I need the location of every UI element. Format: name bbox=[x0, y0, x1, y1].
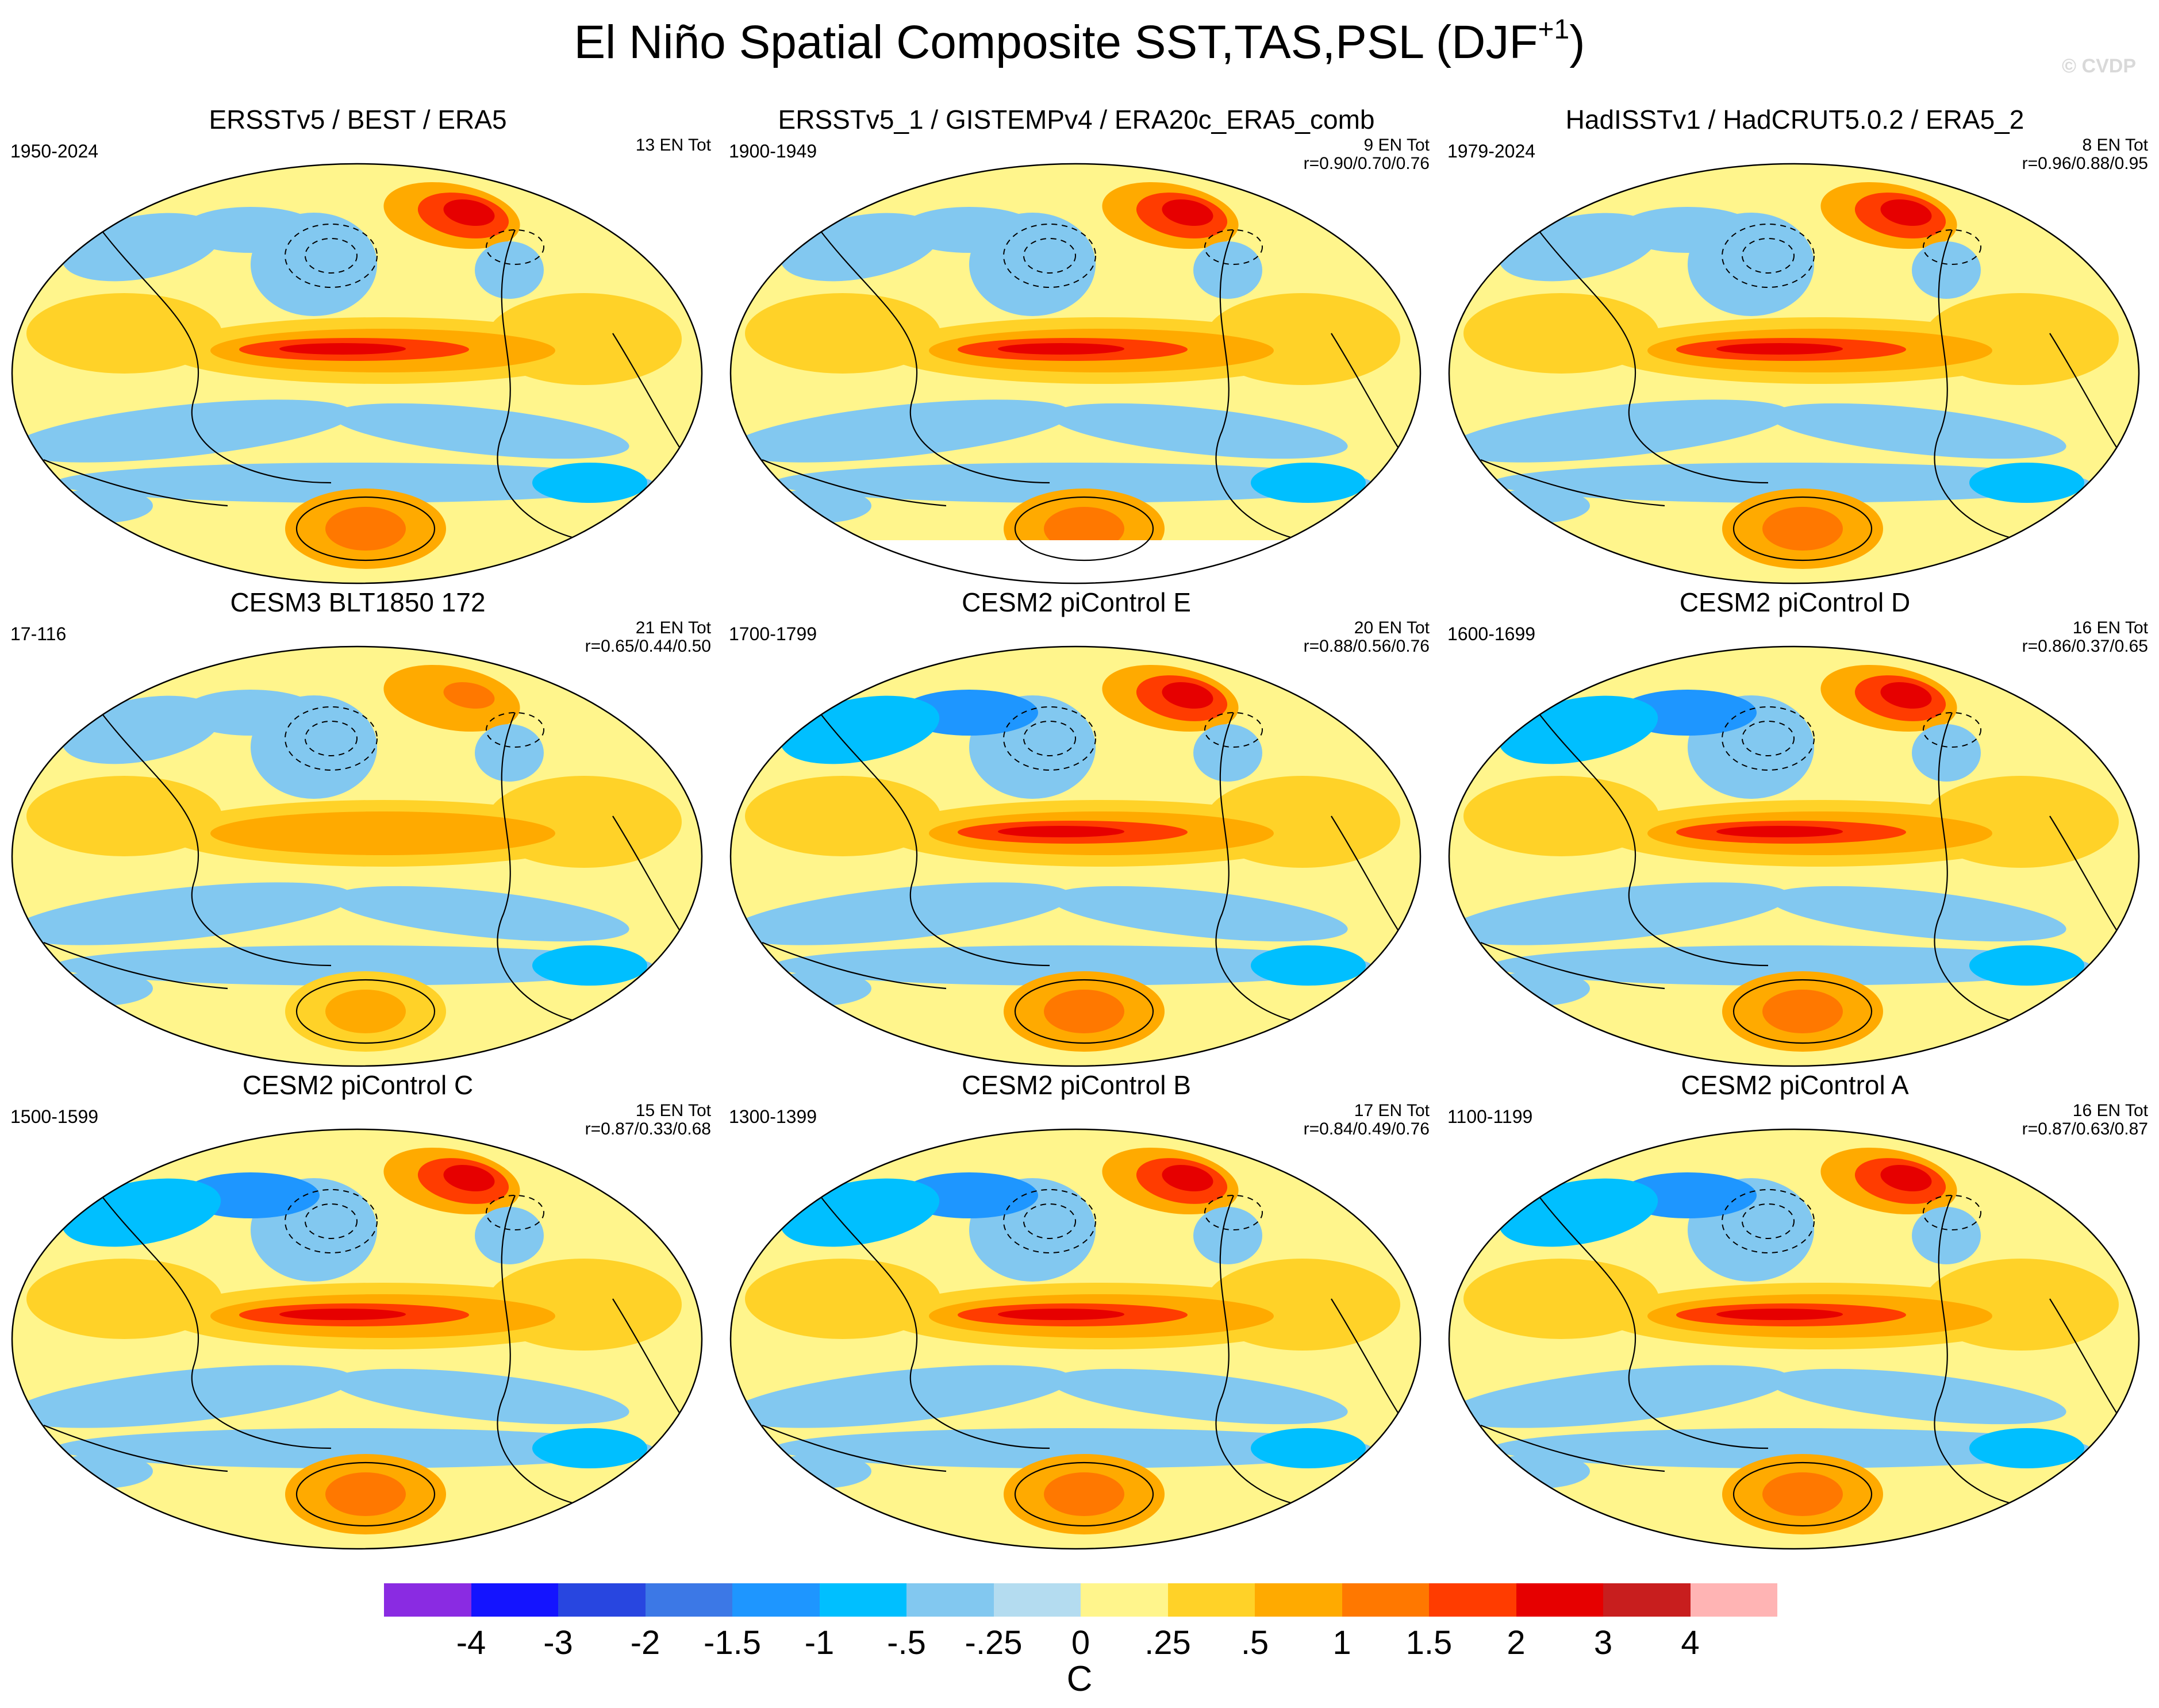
colorbar-swatch bbox=[1690, 1583, 1777, 1617]
event-count: 9 EN Tot bbox=[1363, 136, 1430, 155]
pattern-correlation: r=0.84/0.49/0.76 bbox=[1303, 1119, 1430, 1138]
colorbar-swatch bbox=[558, 1583, 646, 1617]
colorbar-tick-label: .5 bbox=[1240, 1624, 1269, 1661]
panel-stats: 17 EN Tot r=0.84/0.49/0.76 bbox=[1304, 1102, 1430, 1138]
map-panel: CESM2 piControl D 1600-1699 16 EN Tot r=0.8… bbox=[1437, 589, 2153, 1072]
panel-title: CESM3 BLT1850 172 bbox=[230, 587, 486, 617]
world-map bbox=[1448, 645, 2140, 1067]
panel-title: CESM2 piControl B bbox=[962, 1070, 1191, 1100]
panel-title: CESM2 piControl C bbox=[242, 1070, 474, 1100]
panel-years: 1100-1199 bbox=[1447, 1106, 1533, 1127]
colorbar-swatch bbox=[1342, 1583, 1429, 1617]
colorbar-swatch bbox=[471, 1583, 558, 1617]
pattern-correlation: r=0.87/0.63/0.87 bbox=[2022, 1119, 2148, 1138]
world-map bbox=[11, 163, 703, 584]
panel-stats: 9 EN Tot r=0.90/0.70/0.76 bbox=[1304, 136, 1430, 172]
map-panel: CESM2 piControl B 1300-1399 17 EN Tot r=0.8… bbox=[719, 1072, 1434, 1555]
panel-years: 17-116 bbox=[10, 624, 67, 644]
colorbar-swatch bbox=[1516, 1583, 1603, 1617]
colorbar-tick-label: 0 bbox=[1071, 1624, 1090, 1661]
map-panel: HadISSTv1 / HadCRUT5.0.2 / ERA5_2 1979-20… bbox=[1437, 106, 2153, 589]
colorbar-tick-label: .25 bbox=[1144, 1624, 1191, 1661]
world-map bbox=[11, 645, 703, 1067]
panel-title: CESM2 piControl E bbox=[962, 587, 1191, 617]
world-map bbox=[1448, 1128, 2140, 1550]
colorbar-tick-label: -1 bbox=[804, 1624, 835, 1661]
map-panel: ERSSTv5 / BEST / ERA5 1950-2024 13 EN Tot bbox=[0, 106, 716, 589]
map-panel: ERSSTv5_1 / GISTEMPv4 / ERA20c_ERA5_comb… bbox=[719, 106, 1434, 589]
colorbar-tick-label: -4 bbox=[456, 1624, 486, 1661]
panel-stats: 13 EN Tot bbox=[636, 136, 711, 155]
colorbar-swatch bbox=[384, 1583, 471, 1617]
map-panel: CESM2 piControl A 1100-1199 16 EN Tot r=0.8… bbox=[1437, 1072, 2153, 1555]
panel-years: 1300-1399 bbox=[729, 1106, 817, 1127]
map-panel: CESM2 piControl E 1700-1799 20 EN Tot r=0.8… bbox=[719, 589, 1434, 1072]
panel-title: CESM2 piControl A bbox=[1681, 1070, 1909, 1100]
colorbar-swatch bbox=[906, 1583, 994, 1617]
panel-years: 1600-1699 bbox=[1447, 624, 1536, 644]
credit-watermark: © CVDP bbox=[2062, 55, 2136, 77]
event-count: 21 EN Tot bbox=[635, 618, 711, 637]
panel-title: ERSSTv5 / BEST / ERA5 bbox=[209, 105, 507, 134]
panel-years: 1900-1949 bbox=[729, 141, 817, 161]
event-count: 15 EN Tot bbox=[635, 1101, 711, 1120]
panel-stats: 15 EN Tot r=0.87/0.33/0.68 bbox=[585, 1102, 711, 1138]
panel-title: CESM2 piControl D bbox=[1679, 587, 1911, 617]
event-count: 13 EN Tot bbox=[635, 136, 711, 155]
colorbar-swatch bbox=[645, 1583, 732, 1617]
panel-stats: 21 EN Tot r=0.65/0.44/0.50 bbox=[585, 619, 711, 655]
panel-title: ERSSTv5_1 / GISTEMPv4 / ERA20c_ERA5_comb bbox=[778, 105, 1375, 134]
world-map bbox=[729, 1128, 1422, 1550]
panel-years: 1950-2024 bbox=[10, 141, 99, 161]
map-panel: CESM3 BLT1850 172 17-116 21 EN Tot r=0.65/0… bbox=[0, 589, 716, 1072]
figure-title: El Niño Spatial Composite SST,TAS,PSL (D… bbox=[574, 14, 1585, 68]
colorbar-tick-label: 1.5 bbox=[1405, 1624, 1453, 1661]
colorbar-tick-label: 4 bbox=[1681, 1624, 1700, 1661]
event-count: 8 EN Tot bbox=[2082, 136, 2148, 155]
colorbar-swatch bbox=[1603, 1583, 1691, 1617]
colorbar-tick-label: -.5 bbox=[887, 1624, 926, 1661]
colorbar-tick-label: -3 bbox=[543, 1624, 573, 1661]
world-map bbox=[1448, 163, 2140, 584]
colorbar-tick-label: 1 bbox=[1332, 1624, 1351, 1661]
panel-stats: 8 EN Tot r=0.96/0.88/0.95 bbox=[2022, 136, 2148, 172]
world-map bbox=[729, 645, 1422, 1067]
pattern-correlation: r=0.86/0.37/0.65 bbox=[2022, 636, 2148, 656]
event-count: 16 EN Tot bbox=[2072, 618, 2148, 637]
pattern-correlation: r=0.87/0.33/0.68 bbox=[585, 1119, 711, 1138]
event-count: 17 EN Tot bbox=[1354, 1101, 1430, 1120]
colorbar-swatch bbox=[732, 1583, 820, 1617]
panel-stats: 16 EN Tot r=0.86/0.37/0.65 bbox=[2022, 619, 2148, 655]
panel-years: 1700-1799 bbox=[729, 624, 817, 644]
colorbar-swatch bbox=[1081, 1583, 1168, 1617]
colorbar-swatch bbox=[1255, 1583, 1342, 1617]
colorbar bbox=[384, 1583, 1777, 1617]
panel-stats: 16 EN Tot r=0.87/0.63/0.87 bbox=[2022, 1102, 2148, 1138]
colorbar-tick-label: -1.5 bbox=[704, 1624, 761, 1661]
world-map bbox=[729, 163, 1422, 584]
map-panel: CESM2 piControl C 1500-1599 15 EN Tot r=0.8… bbox=[0, 1072, 716, 1555]
pattern-correlation: r=0.65/0.44/0.50 bbox=[585, 636, 711, 656]
colorbar-tick-label: -2 bbox=[630, 1624, 660, 1661]
event-count: 16 EN Tot bbox=[2072, 1101, 2148, 1120]
colorbar-tick-label: 2 bbox=[1507, 1624, 1526, 1661]
panel-years: 1979-2024 bbox=[1447, 141, 1536, 161]
pattern-correlation: r=0.96/0.88/0.95 bbox=[2022, 153, 2148, 173]
colorbar-tick-label: 3 bbox=[1593, 1624, 1613, 1661]
world-map bbox=[11, 1128, 703, 1550]
colorbar-unit: C bbox=[1066, 1659, 1093, 1699]
pattern-correlation: r=0.90/0.70/0.76 bbox=[1303, 153, 1430, 173]
pattern-correlation: r=0.88/0.56/0.76 bbox=[1303, 636, 1430, 656]
panel-years: 1500-1599 bbox=[10, 1106, 99, 1127]
colorbar-swatch bbox=[1429, 1583, 1516, 1617]
colorbar-tick-label: -.25 bbox=[965, 1624, 1023, 1661]
colorbar-swatch bbox=[993, 1583, 1081, 1617]
event-count: 20 EN Tot bbox=[1354, 618, 1430, 637]
panel-title: HadISSTv1 / HadCRUT5.0.2 / ERA5_2 bbox=[1565, 105, 2024, 134]
colorbar-swatch bbox=[1167, 1583, 1255, 1617]
colorbar-swatch bbox=[819, 1583, 906, 1617]
panel-stats: 20 EN Tot r=0.88/0.56/0.76 bbox=[1304, 619, 1430, 655]
